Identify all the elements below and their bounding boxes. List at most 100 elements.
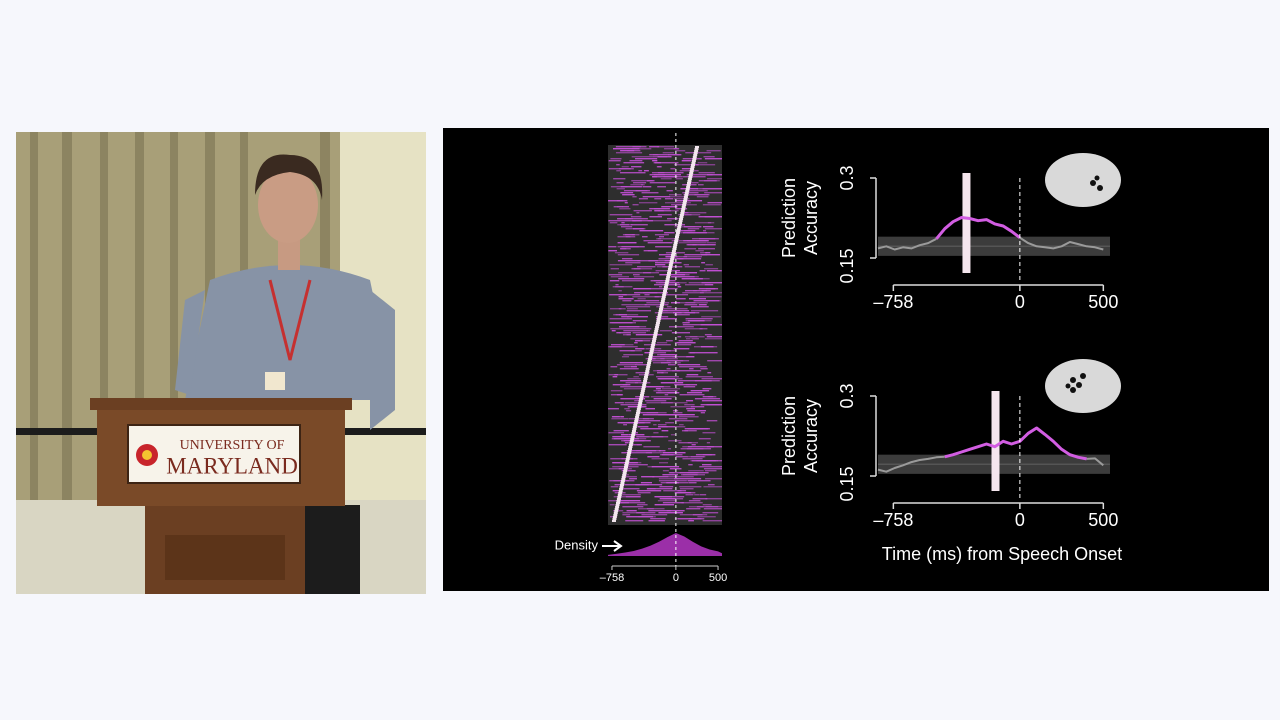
raster-streak bbox=[706, 270, 722, 272]
raster-streak bbox=[633, 288, 652, 290]
raster-streak bbox=[673, 412, 683, 414]
raster-streak bbox=[636, 212, 640, 214]
raster-streak bbox=[640, 428, 661, 430]
raster-onset bbox=[673, 244, 678, 246]
raster-onset bbox=[679, 218, 684, 220]
raster-streak bbox=[683, 240, 709, 242]
raster-streak bbox=[618, 468, 625, 470]
raster-onset bbox=[683, 200, 688, 202]
raster-streak bbox=[680, 448, 692, 450]
raster-streak bbox=[698, 288, 716, 290]
y-tick-label: 0.15 bbox=[837, 466, 857, 501]
raster-onset bbox=[642, 384, 647, 386]
raster-onset bbox=[615, 504, 620, 506]
raster-streak bbox=[637, 298, 646, 300]
raster-streak bbox=[630, 322, 636, 324]
raster-streak bbox=[612, 490, 619, 492]
raster-streak bbox=[637, 426, 649, 428]
raster-streak bbox=[683, 212, 689, 214]
raster-streak bbox=[705, 478, 722, 480]
raster-streak bbox=[678, 214, 701, 216]
raster-streak bbox=[626, 308, 638, 310]
raster-streak bbox=[687, 428, 710, 430]
raster-streak bbox=[706, 174, 722, 176]
raster-streak bbox=[622, 194, 635, 196]
x-tick-label: 500 bbox=[709, 572, 727, 584]
raster-streak bbox=[620, 404, 647, 406]
raster-streak bbox=[659, 462, 669, 464]
raster-streak bbox=[659, 330, 672, 332]
raster-streak bbox=[632, 234, 640, 236]
raster-streak bbox=[622, 494, 641, 496]
raster-streak bbox=[684, 266, 701, 268]
raster-streak bbox=[688, 282, 711, 284]
raster-streak bbox=[635, 348, 645, 350]
raster-onset bbox=[685, 188, 690, 190]
x-tick-label: 500 bbox=[1088, 292, 1118, 312]
raster-streak bbox=[632, 228, 644, 230]
raster-streak bbox=[623, 162, 645, 164]
raster-onset bbox=[641, 386, 646, 388]
raster-streak bbox=[624, 408, 630, 410]
raster-streak bbox=[608, 444, 627, 446]
sign-line: MARYLAND bbox=[166, 453, 298, 478]
raster-streak bbox=[631, 148, 652, 150]
raster-streak bbox=[673, 274, 690, 276]
raster-streak bbox=[621, 356, 630, 358]
brain-icon bbox=[1045, 153, 1121, 413]
raster-streak bbox=[613, 496, 641, 498]
raster-streak bbox=[618, 314, 628, 316]
raster-streak bbox=[704, 228, 722, 230]
raster-onset bbox=[664, 282, 669, 284]
raster-streak bbox=[610, 344, 625, 346]
raster-streak bbox=[674, 478, 702, 480]
raster-onset bbox=[680, 212, 685, 214]
raster-streak bbox=[702, 188, 722, 190]
raster-streak bbox=[646, 402, 673, 404]
raster-streak bbox=[678, 242, 707, 244]
raster-onset bbox=[640, 390, 645, 392]
raster-streak bbox=[659, 310, 668, 312]
raster-onset bbox=[652, 336, 657, 338]
raster-streak bbox=[703, 156, 715, 158]
raster-streak bbox=[694, 494, 700, 496]
raster-streak bbox=[702, 454, 712, 456]
raster-onset bbox=[688, 174, 693, 176]
raster-onset bbox=[659, 304, 664, 306]
raster-streak bbox=[638, 198, 648, 200]
raster-streak bbox=[656, 306, 660, 308]
raster-onset bbox=[682, 204, 687, 206]
raster-streak bbox=[644, 400, 667, 402]
raster-streak bbox=[612, 286, 633, 288]
raster-onset bbox=[645, 368, 650, 370]
y-tick-label: 0.3 bbox=[837, 383, 857, 408]
x-tick-label: 0 bbox=[1015, 510, 1025, 530]
raster-streak bbox=[698, 248, 715, 250]
raster-streak bbox=[639, 230, 664, 232]
raster-streak bbox=[684, 304, 698, 306]
raster-streak bbox=[654, 496, 673, 498]
raster-onset bbox=[621, 478, 626, 480]
raster-streak bbox=[653, 424, 657, 426]
x-tick-label: 500 bbox=[1088, 510, 1118, 530]
raster-streak bbox=[640, 482, 652, 484]
raster-streak bbox=[702, 464, 712, 466]
raster-streak bbox=[656, 266, 667, 268]
raster-streak bbox=[616, 164, 620, 166]
raster-onset bbox=[670, 256, 675, 258]
raster-streak bbox=[623, 424, 627, 426]
raster-streak bbox=[675, 200, 703, 202]
raster-onset bbox=[617, 494, 622, 496]
accuracy-line bbox=[944, 426, 1087, 461]
raster-streak bbox=[643, 446, 660, 448]
raster-onset bbox=[620, 480, 625, 482]
raster-streak bbox=[702, 226, 714, 228]
raster-streak bbox=[707, 202, 722, 204]
raster-streak bbox=[637, 504, 648, 506]
raster-onset bbox=[621, 476, 626, 478]
raster-streak bbox=[633, 268, 653, 270]
raster-onset bbox=[631, 434, 636, 436]
raster-streak bbox=[687, 472, 709, 474]
raster-streak bbox=[636, 362, 644, 364]
raster-onset bbox=[626, 454, 631, 456]
